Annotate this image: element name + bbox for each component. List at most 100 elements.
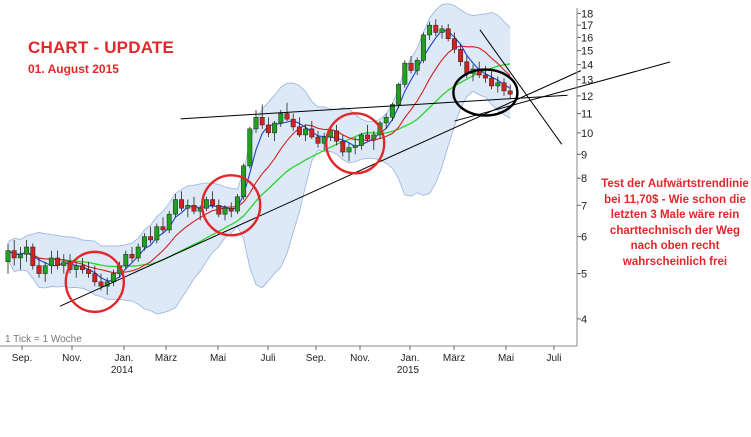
candle [272, 121, 278, 142]
candle-body [451, 38, 457, 50]
candle [30, 243, 36, 270]
candle-body [265, 124, 271, 134]
candle [383, 113, 389, 129]
trendline [59, 70, 582, 307]
y-tick-label: 18 [581, 9, 593, 21]
trendlines [59, 29, 671, 307]
candle [154, 223, 160, 244]
y-tick-label: 15 [581, 46, 593, 58]
candle-body [92, 273, 98, 283]
candle [210, 191, 216, 209]
candle-body [55, 257, 61, 266]
candle-body [458, 48, 464, 62]
candle [445, 23, 451, 42]
candle [408, 56, 414, 74]
candle-body [290, 118, 296, 128]
candle-body [129, 253, 135, 259]
candle [79, 257, 85, 274]
candle-body [86, 269, 92, 274]
trend-annotation: Test der Aufwärtstrendlinie bei 11,70$ -… [601, 178, 749, 268]
bollinger-band [7, 3, 511, 315]
candle-body [148, 236, 154, 241]
candle [365, 124, 371, 142]
bollinger-band-area [8, 3, 511, 314]
bollinger-lower-line [7, 90, 511, 315]
candle-body [389, 104, 395, 118]
candle [86, 261, 92, 278]
candle-body [61, 261, 67, 266]
candle-body [259, 117, 265, 126]
candle-body [160, 226, 166, 231]
candle-body [166, 213, 172, 231]
trend-touch-circle [325, 112, 386, 175]
candle [495, 76, 501, 93]
candle-body [79, 265, 85, 270]
moving-average-fast-line [7, 29, 511, 282]
candle-body [154, 226, 160, 241]
candle [61, 254, 67, 274]
trend-touch-circle [64, 250, 126, 314]
candle-body [427, 24, 433, 36]
candle-body [216, 205, 222, 215]
candle-body [179, 199, 185, 209]
candle [129, 246, 135, 262]
x-tick-label: Nov. [350, 353, 370, 364]
candle [420, 32, 426, 64]
y-tick-label: 8 [581, 173, 587, 185]
candle [92, 265, 98, 287]
candle [253, 109, 259, 133]
candle [148, 226, 154, 244]
candle [11, 239, 17, 266]
x-tick-label: Mai [210, 353, 226, 364]
candle-body [210, 199, 216, 206]
trendline [454, 61, 671, 122]
candle [241, 163, 247, 200]
candle [290, 113, 296, 131]
candle-body [352, 145, 358, 148]
candle-body [191, 205, 197, 212]
candle-body [402, 62, 408, 85]
candle-body [241, 165, 247, 198]
candle [55, 250, 61, 270]
candle [5, 243, 11, 274]
x-tick-label: Juli [260, 353, 275, 364]
chart-subtitle: 01. August 2015 [28, 62, 119, 76]
x-tick-label: Nov. [62, 353, 82, 364]
candle-body [48, 257, 54, 266]
candle-body [365, 134, 371, 140]
candle-body [482, 74, 488, 79]
candle-body [228, 207, 234, 212]
candle [334, 124, 340, 146]
candle-body [334, 130, 340, 142]
candle-body [141, 236, 147, 248]
y-tick-label: 9 [581, 149, 587, 161]
candle [234, 194, 240, 215]
candle-body [203, 199, 209, 209]
candle-body [30, 246, 36, 266]
x-tick-label: Mai [498, 353, 514, 364]
candle-body [371, 134, 377, 140]
candle-body [73, 265, 79, 270]
y-tick-label: 4 [581, 314, 587, 326]
bollinger-upper-line [7, 3, 511, 247]
x-year-label: 2014 [111, 365, 134, 376]
candle [340, 134, 346, 157]
y-tick-label: 14 [581, 60, 593, 72]
candle-body [24, 246, 30, 255]
candle-body [507, 90, 513, 95]
candle-body [315, 136, 321, 144]
candle [315, 130, 321, 148]
candle [265, 117, 271, 137]
x-tick-label: Juli [546, 353, 561, 364]
candle-body [489, 77, 495, 87]
candlesticks [5, 19, 513, 295]
y-tick-label: 17 [581, 20, 593, 32]
candle [358, 132, 364, 150]
candle-body [110, 273, 116, 283]
candle-body [495, 82, 501, 87]
y-tick-label: 5 [581, 269, 587, 281]
trend-touch-circle [200, 174, 262, 237]
candle [17, 246, 23, 270]
candle-body [284, 113, 290, 120]
y-tick-label: 11 [581, 109, 592, 121]
